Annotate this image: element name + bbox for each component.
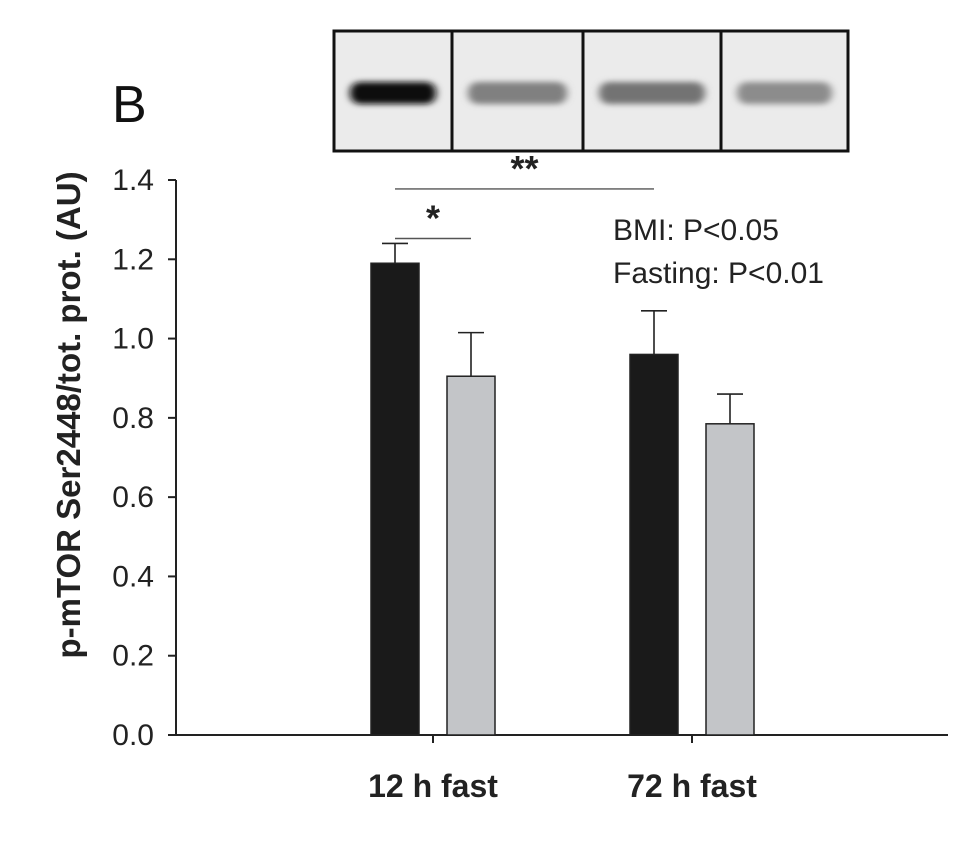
- y-tick-label: 1.0: [112, 323, 154, 356]
- y-tick-label: 0.8: [112, 402, 154, 435]
- y-tick-label: 0.2: [112, 640, 154, 673]
- blot-band: [737, 82, 832, 104]
- panel-letter: B: [112, 76, 147, 134]
- chart-bars: [370, 242, 755, 736]
- y-tick-label: 1.2: [112, 243, 154, 276]
- annotation-bmi: BMI: P<0.05: [613, 214, 779, 247]
- bar: [370, 262, 420, 736]
- western-blot: [332, 29, 850, 153]
- blot-frame: [332, 29, 850, 153]
- significance-label: **: [510, 148, 538, 189]
- annotation-fasting: Fasting: P<0.01: [613, 257, 824, 290]
- y-tick-label: 1.4: [112, 164, 154, 197]
- y-tick-label: 0.0: [112, 719, 154, 752]
- bar: [446, 375, 496, 736]
- y-axis-label: p-mTOR Ser2448/tot. prot. (AU): [50, 171, 87, 658]
- chart-axes: 0.0 0.2 0.4 0.6 0.8 1.0 1.2 1.4 12 h fast 72 h fa…: [112, 164, 948, 804]
- bar: [705, 423, 755, 736]
- blot-band: [468, 82, 567, 104]
- x-tick-label: 72 h fast: [627, 768, 757, 804]
- significance-markers: ***: [395, 148, 654, 240]
- bar: [629, 353, 679, 736]
- y-tick-label: 0.4: [112, 560, 154, 593]
- x-tick-label: 12 h fast: [368, 768, 498, 804]
- blot-band: [599, 82, 705, 104]
- blot-band: [350, 82, 436, 104]
- y-tick-label: 0.6: [112, 481, 154, 514]
- significance-label: *: [426, 198, 440, 239]
